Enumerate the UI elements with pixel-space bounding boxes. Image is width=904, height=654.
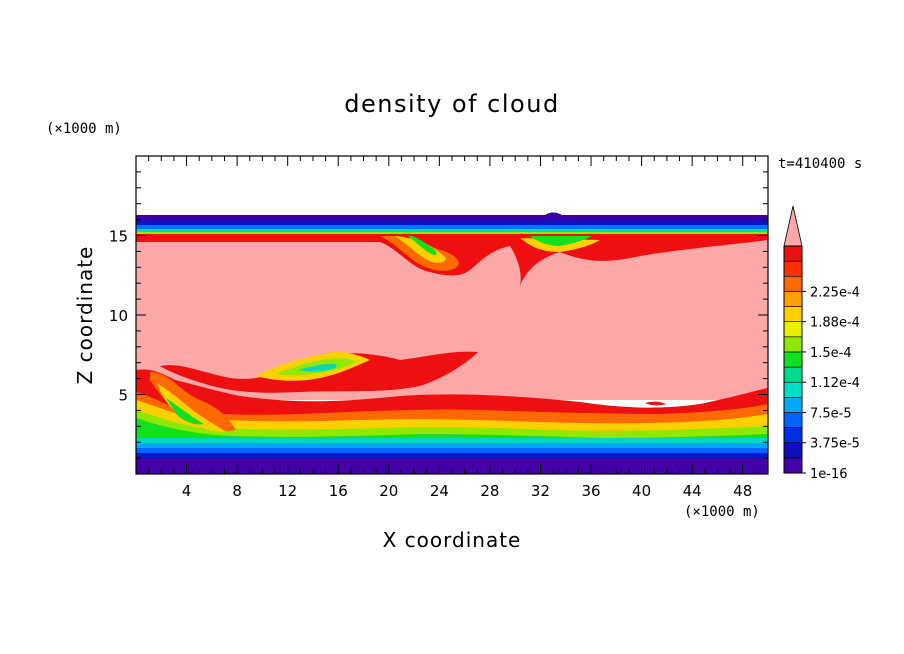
y-axis-label: Z coordinate bbox=[73, 246, 97, 385]
x-tick-label: 24 bbox=[430, 482, 449, 500]
x-tick-label: 48 bbox=[733, 482, 752, 500]
colorbar-swatch bbox=[783, 442, 803, 459]
contour-top-bump bbox=[545, 212, 562, 215]
contour-fragment bbox=[645, 401, 666, 406]
y-axis-unit: (×1000 m) bbox=[46, 121, 122, 137]
contour-ground-violet bbox=[136, 458, 768, 474]
y-tick-label: 5 bbox=[118, 387, 128, 405]
contour-band-top-cyan bbox=[136, 229, 768, 232]
contour-lower-blue bbox=[136, 453, 768, 458]
colorbar-label: 3.75e-5 bbox=[810, 437, 860, 452]
colorbar-swatch bbox=[783, 275, 803, 292]
contour-lower-sky bbox=[136, 443, 768, 448]
colorbar-label: 1.88e-4 bbox=[810, 316, 860, 331]
colorbar-swatch bbox=[783, 321, 803, 338]
contour-lower-azure bbox=[136, 448, 768, 453]
x-tick-label: 20 bbox=[379, 482, 398, 500]
colorbar: 1e-16 3.75e-5 7.5e-5 1.12e-4 1.5e-4 1.88e-4 2.… bbox=[783, 205, 860, 482]
x-tick-label: 40 bbox=[632, 482, 651, 500]
contour-swirl-green bbox=[166, 398, 204, 425]
colorbar-swatch bbox=[783, 397, 803, 413]
colorbar-label: 1.12e-4 bbox=[810, 376, 860, 391]
y-axis-ticks: 5 10 15 bbox=[109, 171, 768, 459]
x-axis-ticks: 4 8 12 16 20 24 28 32 36 40 44 48 bbox=[148, 156, 756, 500]
contour-band-top-violet bbox=[136, 215, 768, 221]
colorbar-swatch bbox=[783, 427, 803, 444]
contour-plume-green-2 bbox=[530, 236, 592, 246]
x-tick-label: 32 bbox=[531, 482, 550, 500]
colorbar-label: 7.5e-5 bbox=[810, 406, 852, 421]
x-tick-label: 16 bbox=[329, 482, 348, 500]
contour-band-top-lime bbox=[136, 232, 768, 235]
contour-lower-cyan bbox=[136, 438, 768, 443]
colorbar-swatch bbox=[783, 306, 803, 322]
contour-band-top-blue bbox=[136, 221, 768, 225]
colorbar-swatch bbox=[783, 366, 803, 383]
colorbar-frame bbox=[783, 245, 803, 474]
colorbar-swatch bbox=[783, 245, 803, 262]
colorbar-swatch bbox=[783, 260, 803, 277]
colorbar-overflow-triangle bbox=[783, 205, 803, 247]
x-tick-label: 44 bbox=[683, 482, 702, 500]
x-tick-label: 12 bbox=[278, 482, 297, 500]
time-label: t=410400 s bbox=[778, 156, 862, 172]
y-tick-label: 15 bbox=[109, 228, 128, 246]
colorbar-swatch bbox=[783, 336, 803, 353]
colorbar-label: 1.5e-4 bbox=[810, 346, 852, 361]
contour-field bbox=[136, 156, 768, 474]
contour-swirl-yellow bbox=[158, 384, 226, 432]
x-tick-label: 28 bbox=[480, 482, 499, 500]
contour-plume-green bbox=[408, 236, 437, 255]
x-axis-label: X coordinate bbox=[383, 528, 522, 552]
x-tick-label: 8 bbox=[232, 482, 242, 500]
contour-swirl-orange bbox=[150, 372, 236, 432]
y-tick-label: 10 bbox=[109, 307, 128, 325]
colorbar-swatch bbox=[783, 351, 803, 368]
chart-title: density of cloud bbox=[344, 90, 559, 118]
colorbar-label: 1e-16 bbox=[810, 467, 848, 482]
x-tick-label: 36 bbox=[581, 482, 600, 500]
colorbar-label: 2.25e-4 bbox=[810, 285, 860, 300]
colorbar-swatch bbox=[783, 291, 803, 307]
contour-filament-cyan bbox=[298, 364, 337, 372]
colorbar-swatch bbox=[783, 412, 803, 428]
contour-plume-yellow bbox=[395, 236, 446, 263]
x-axis-unit: (×1000 m) bbox=[684, 504, 760, 520]
contour-band-top-azure bbox=[136, 225, 768, 229]
colorbar-swatch bbox=[783, 381, 803, 398]
x-tick-label: 4 bbox=[182, 482, 192, 500]
colorbar-swatch bbox=[783, 457, 803, 474]
